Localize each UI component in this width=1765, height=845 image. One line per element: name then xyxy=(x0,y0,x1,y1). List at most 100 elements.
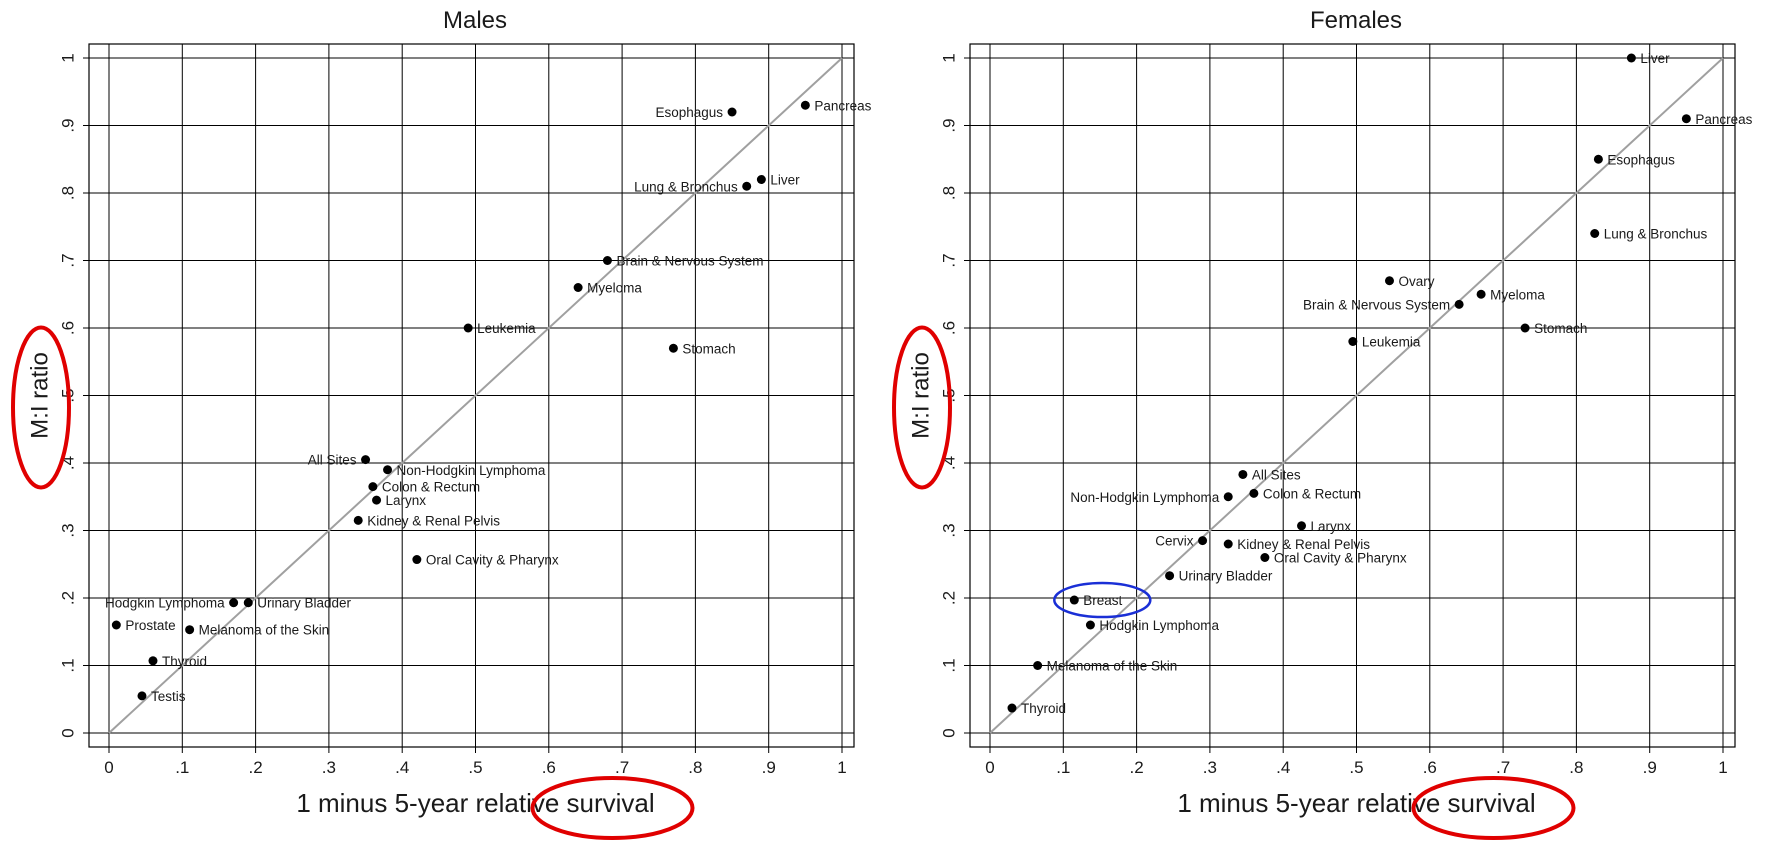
y-tick-label: .9 xyxy=(939,118,958,132)
data-point xyxy=(1593,154,1603,164)
point-label: Esophagus xyxy=(655,105,723,120)
y-tick-label: 0 xyxy=(58,728,77,737)
x-tick-label: .1 xyxy=(1056,758,1070,777)
x-tick-label: 0 xyxy=(104,758,113,777)
point-label: Oral Cavity & Pharynx xyxy=(426,553,559,568)
data-point xyxy=(137,691,147,701)
data-point xyxy=(756,175,766,184)
point-label: Lung & Bronchus xyxy=(1604,227,1708,242)
data-point xyxy=(185,625,195,635)
point-label: Larynx xyxy=(1311,519,1352,534)
data-point xyxy=(148,656,158,666)
point-label: Liver xyxy=(1640,51,1670,66)
point-label: Myeloma xyxy=(587,281,642,296)
x-tick-label: .8 xyxy=(1569,758,1583,777)
data-point xyxy=(1348,337,1358,346)
y-tick-label: .1 xyxy=(939,658,958,672)
point-label: Hodgkin Lymphoma xyxy=(105,596,225,611)
data-point xyxy=(353,515,363,525)
highlight-ellipse xyxy=(1411,776,1576,840)
x-tick-label: .8 xyxy=(688,758,702,777)
x-tick-label: .2 xyxy=(1130,758,1144,777)
y-axis-label: M:I ratio xyxy=(907,352,934,439)
point-label: Stomach xyxy=(1534,321,1587,336)
data-point xyxy=(1297,521,1307,531)
point-label: All Sites xyxy=(308,453,357,468)
highlight-ellipse xyxy=(1053,581,1152,619)
data-point xyxy=(1165,571,1175,581)
point-label: Prostate xyxy=(125,618,175,633)
data-point xyxy=(1476,289,1486,299)
highlight-ellipse xyxy=(530,776,695,840)
point-label: Lung & Bronchus xyxy=(634,179,738,194)
data-point xyxy=(1198,536,1208,546)
data-point xyxy=(111,620,121,630)
data-point xyxy=(602,256,612,265)
x-tick-label: .6 xyxy=(542,758,556,777)
y-tick-label: .6 xyxy=(939,321,958,335)
point-label: Melanoma of the Skin xyxy=(1047,659,1178,674)
point-label: Oral Cavity & Pharynx xyxy=(1274,551,1407,566)
point-label: Myeloma xyxy=(1490,287,1545,302)
point-label: Breast xyxy=(1083,593,1122,608)
data-point xyxy=(1223,539,1233,549)
y-tick-label: .7 xyxy=(939,253,958,267)
point-label: Liver xyxy=(770,173,800,188)
y-tick-label: .1 xyxy=(58,658,77,672)
y-tick-label: .2 xyxy=(58,591,77,605)
x-tick-label: .5 xyxy=(1349,758,1363,777)
data-point xyxy=(1590,229,1600,238)
x-tick-label: .6 xyxy=(1423,758,1437,777)
data-point xyxy=(243,598,253,608)
point-label: Non-Hodgkin Lymphoma xyxy=(397,463,546,478)
highlight-ellipse xyxy=(892,325,952,490)
point-label: Stomach xyxy=(682,341,735,356)
data-point xyxy=(1223,492,1233,502)
y-tick-label: .6 xyxy=(58,321,77,335)
point-label: Kidney & Renal Pelvis xyxy=(1237,537,1370,552)
point-label: Testis xyxy=(151,689,186,704)
point-label: Thyroid xyxy=(1021,701,1066,716)
y-tick-label: .3 xyxy=(939,523,958,537)
point-label: Non-Hodgkin Lymphoma xyxy=(1070,490,1219,505)
y-tick-label: .8 xyxy=(939,186,958,200)
x-tick-label: .7 xyxy=(615,758,629,777)
x-tick-label: .2 xyxy=(249,758,263,777)
data-point xyxy=(1384,276,1394,286)
x-tick-label: .7 xyxy=(1496,758,1510,777)
y-tick-label: 1 xyxy=(939,53,958,62)
x-tick-label: .4 xyxy=(395,758,409,777)
x-tick-label: .3 xyxy=(322,758,336,777)
y-tick-label: .8 xyxy=(58,186,77,200)
x-tick-label: 1 xyxy=(837,758,846,777)
point-label: Melanoma of the Skin xyxy=(199,623,330,638)
point-label: Hodgkin Lymphoma xyxy=(1099,618,1219,633)
x-tick-label: 0 xyxy=(985,758,994,777)
point-label: Pancreas xyxy=(814,98,871,113)
point-label: Leukemia xyxy=(1362,335,1421,350)
data-point xyxy=(573,283,583,292)
point-label: Kidney & Renal Pelvis xyxy=(367,513,500,528)
x-tick-label: .5 xyxy=(468,758,482,777)
data-point xyxy=(1260,553,1270,562)
point-label: Leukemia xyxy=(477,321,536,336)
x-axis-label: 1 minus 5-year relative survival xyxy=(296,788,654,818)
data-point xyxy=(361,455,371,465)
y-tick-label: .7 xyxy=(58,253,77,267)
point-label: Colon & Rectum xyxy=(382,480,480,495)
point-label: Urinary Bladder xyxy=(257,596,351,611)
data-point xyxy=(372,495,382,505)
y-axis-label: M:I ratio xyxy=(26,352,53,439)
x-tick-label: .1 xyxy=(175,758,189,777)
point-label: Ovary xyxy=(1398,274,1434,289)
y-tick-label: .9 xyxy=(58,118,77,132)
data-point xyxy=(383,465,393,475)
data-point xyxy=(742,181,752,191)
point-label: Cervix xyxy=(1155,534,1194,549)
data-point xyxy=(1033,661,1043,670)
y-tick-label: .3 xyxy=(58,523,77,537)
point-label: All Sites xyxy=(1252,467,1301,482)
x-tick-label: .4 xyxy=(1276,758,1290,777)
